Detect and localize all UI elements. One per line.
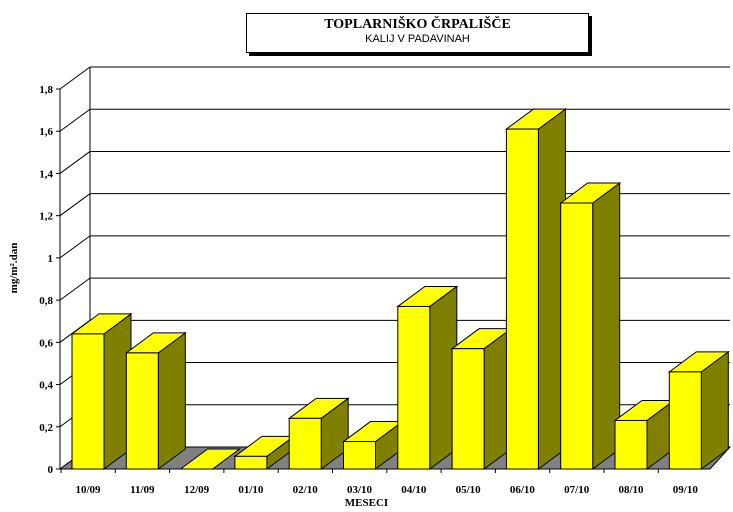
bar-front (506, 129, 538, 469)
grid-diagonal (60, 151, 90, 173)
bar-front (126, 353, 158, 469)
x-tick-label: 07/10 (564, 484, 590, 496)
x-tick-label: 06/10 (510, 484, 536, 496)
y-tick-label: 1,4 (39, 168, 53, 180)
bar-front (289, 418, 321, 469)
x-tick-label: 10/09 (75, 484, 101, 496)
x-tick-label: 02/10 (293, 484, 319, 496)
bar (669, 352, 728, 469)
y-axis-label: mg/m².dan (8, 228, 20, 308)
grid-diagonal (60, 236, 90, 258)
y-tick-label: 0,6 (39, 337, 53, 349)
x-tick-label: 01/10 (238, 484, 264, 496)
y-tick-labels: 0 0,2 0,4 0,6 0,8 1 1,2 1,4 1,6 1,8 (39, 84, 53, 476)
x-tick-label: 12/09 (184, 484, 210, 496)
bar (452, 329, 511, 469)
bar-front (235, 456, 267, 469)
grid-diagonal (60, 194, 90, 216)
bar-front (398, 306, 430, 469)
x-tick-label: 04/10 (401, 484, 427, 496)
x-tick-label: 11/09 (130, 484, 155, 496)
bar-front (561, 203, 593, 469)
y-tick-label: 0 (48, 464, 54, 476)
y-tick-label: 1,2 (39, 211, 53, 223)
bar (72, 314, 131, 469)
bar (506, 109, 565, 469)
bar-front (72, 334, 104, 469)
bar-front (344, 442, 376, 469)
y-tick-label: 1,8 (39, 84, 53, 96)
x-tick-labels: 10/09 11/09 12/09 01/10 02/10 03/10 04/10 05/10… (61, 469, 698, 496)
bar (398, 286, 457, 469)
grid-diagonal (60, 67, 90, 89)
bar-side (158, 333, 185, 469)
bar (561, 183, 620, 469)
bar-front (452, 349, 484, 469)
y-tick-label: 1 (48, 253, 54, 265)
y-tick-label: 0,4 (39, 380, 53, 392)
x-tick-label: 03/10 (347, 484, 373, 496)
x-tick-label: 05/10 (456, 484, 482, 496)
x-tick-label: 08/10 (618, 484, 644, 496)
grid-diagonal (60, 109, 90, 131)
x-axis-label: MESECI (0, 497, 733, 509)
bar-front (669, 372, 701, 469)
bar-front (615, 420, 647, 469)
y-tick-label: 0,2 (39, 422, 53, 434)
grid-diagonal (60, 278, 90, 300)
x-tick-label: 09/10 (673, 484, 699, 496)
y-tick-label: 1,6 (39, 126, 53, 138)
bar (126, 333, 185, 469)
bars (72, 109, 728, 469)
y-tick-label: 0,8 (39, 295, 53, 307)
